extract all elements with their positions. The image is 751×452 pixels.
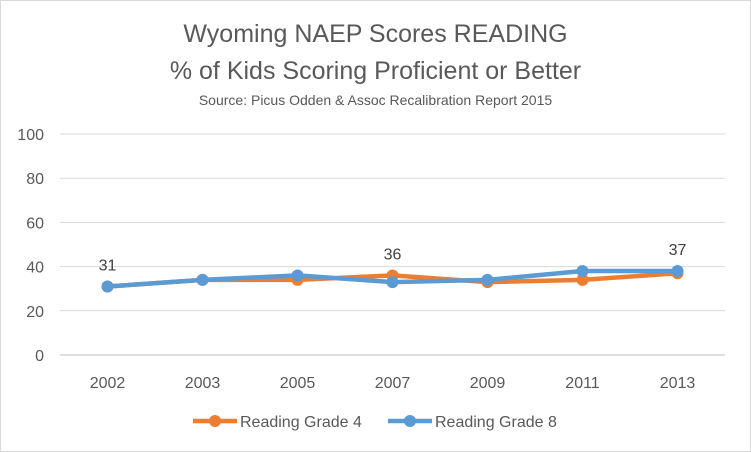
data-point xyxy=(386,276,399,289)
data-point xyxy=(196,273,209,286)
chart-subtitle: % of Kids Scoring Proficient or Better xyxy=(169,57,582,85)
x-tick-label: 2007 xyxy=(375,375,411,392)
legend-label: Reading Grade 4 xyxy=(240,414,362,431)
data-point xyxy=(101,280,114,293)
data-label: 37 xyxy=(669,242,687,259)
data-point xyxy=(481,273,494,286)
data-label: 31 xyxy=(99,257,117,274)
data-label: 36 xyxy=(384,246,402,263)
data-point xyxy=(291,269,304,282)
gridlines xyxy=(60,133,725,356)
y-tick-label: 0 xyxy=(35,348,44,365)
chart-source: Source: Picus Odden & Assoc Recalibratio… xyxy=(198,92,553,108)
y-tick-label: 100 xyxy=(17,127,44,144)
y-tick-label: 40 xyxy=(26,260,44,277)
chart-title: Wyoming NAEP Scores READING xyxy=(183,20,568,48)
data-point xyxy=(576,265,589,278)
x-tick-label: 2013 xyxy=(660,375,696,392)
data-point xyxy=(671,265,684,278)
x-tick-label: 2003 xyxy=(185,375,221,392)
x-tick-label: 2011 xyxy=(565,375,600,392)
x-tick-label: 2009 xyxy=(470,375,506,392)
series-group xyxy=(101,265,684,293)
x-tick-label: 2002 xyxy=(90,375,126,392)
series-2 xyxy=(101,265,684,293)
legend-marker xyxy=(404,415,416,427)
legend-label: Reading Grade 8 xyxy=(435,414,557,431)
legend-item-2: Reading Grade 8 xyxy=(388,414,557,431)
legend-item-1: Reading Grade 4 xyxy=(193,414,362,431)
x-axis-ticks: 2002 2003 2005 2007 2009 2011 2013 xyxy=(90,375,696,392)
data-point xyxy=(576,273,589,286)
y-axis-ticks: 0 20 40 60 80 100 xyxy=(17,127,44,365)
x-tick-label: 2005 xyxy=(280,375,316,392)
legend-marker xyxy=(209,415,221,427)
data-labels: 31 36 37 xyxy=(99,242,687,274)
y-tick-label: 60 xyxy=(26,215,44,232)
y-tick-label: 80 xyxy=(26,171,44,188)
y-tick-label: 20 xyxy=(26,304,44,321)
legend: Reading Grade 4 Reading Grade 8 xyxy=(193,414,557,431)
